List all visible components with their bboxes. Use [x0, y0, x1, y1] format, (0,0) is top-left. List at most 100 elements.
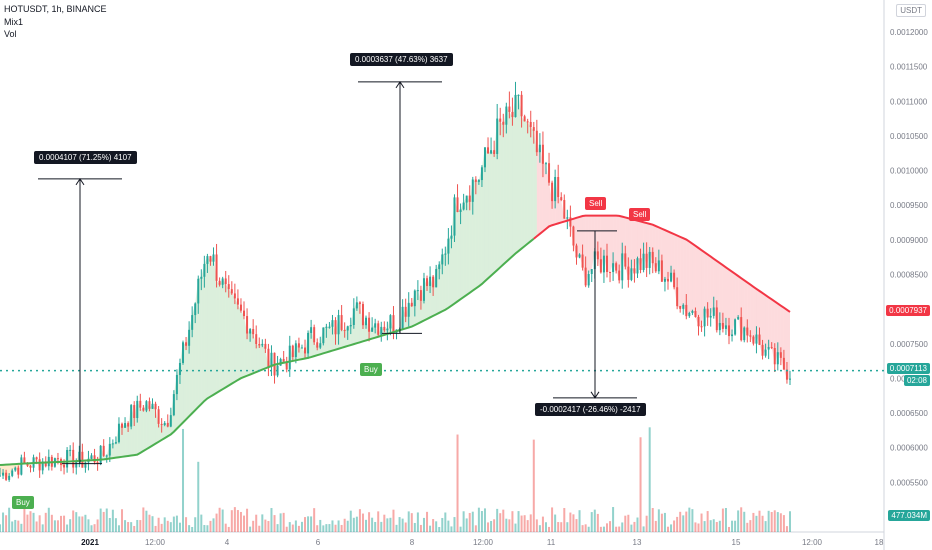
candle — [145, 400, 148, 413]
candle — [727, 317, 730, 345]
volume-bar — [23, 508, 26, 532]
volume-bar — [682, 515, 685, 532]
volume-bar — [721, 508, 724, 532]
candle — [371, 317, 374, 332]
volume-bar — [615, 526, 618, 532]
trend-fill — [329, 320, 333, 352]
volume-bar — [340, 524, 343, 532]
x-tick-label: 4 — [225, 538, 230, 547]
x-tick-label: 11 — [547, 538, 556, 547]
candle — [5, 469, 8, 482]
volume-bar — [249, 526, 252, 532]
candle — [724, 317, 727, 335]
volume-bar — [276, 524, 279, 532]
volume-bar — [599, 526, 602, 532]
volume-bar — [480, 511, 483, 532]
candle — [200, 269, 203, 291]
candle — [581, 244, 584, 271]
candle — [557, 164, 560, 204]
volume-bar — [557, 522, 560, 532]
candle — [459, 203, 462, 225]
volume-bar — [285, 526, 288, 532]
candle — [8, 473, 11, 482]
candle — [657, 249, 660, 275]
volume-bar — [679, 511, 682, 532]
trend-fill — [768, 297, 772, 349]
trend-fill — [140, 407, 144, 453]
trend-fill — [256, 343, 260, 373]
volume-bar — [395, 524, 398, 532]
candle — [410, 298, 413, 307]
candle — [178, 358, 181, 384]
candle — [60, 457, 63, 472]
candle — [496, 103, 499, 160]
volume-bar — [426, 511, 429, 532]
volume-bar — [145, 510, 148, 532]
indicator-mix1-label[interactable]: Mix1 — [4, 17, 24, 27]
trend-fill — [344, 326, 348, 347]
trend-fill — [155, 409, 159, 444]
x-tick-label: 12:00 — [473, 538, 494, 547]
y-tick-label: 0.0005500 — [890, 478, 928, 487]
candle — [383, 321, 386, 333]
candle — [773, 343, 776, 373]
candle — [300, 344, 303, 349]
volume-bar — [657, 509, 660, 532]
indicator-vol-label[interactable]: Vol — [4, 29, 17, 39]
currency-label[interactable]: USDT — [896, 4, 926, 17]
trend-fill — [469, 179, 473, 293]
trend-fill — [686, 239, 690, 317]
candle — [307, 330, 310, 359]
candle — [401, 299, 404, 331]
candle — [151, 398, 154, 409]
candle — [624, 245, 627, 270]
volume-bar — [764, 521, 767, 532]
trend-fill — [521, 116, 525, 249]
candle — [258, 337, 261, 348]
candle — [660, 254, 663, 282]
candle — [651, 247, 654, 274]
volume-bar — [548, 526, 551, 532]
trend-fill — [640, 221, 644, 270]
candle — [270, 345, 273, 376]
trend-fill — [326, 326, 330, 353]
volume-bar — [639, 437, 642, 532]
candle — [368, 312, 371, 342]
candle — [731, 329, 734, 342]
volume-bar — [666, 526, 669, 532]
candle — [133, 401, 136, 427]
volume-bar — [609, 521, 612, 532]
candle — [413, 289, 416, 317]
candle — [544, 161, 547, 175]
candle — [20, 454, 23, 476]
candle — [718, 312, 721, 336]
candle — [14, 466, 17, 472]
candle — [520, 91, 523, 128]
trend-fill — [247, 329, 251, 376]
trend-fill — [628, 218, 632, 280]
volume-bar — [630, 524, 633, 532]
volume-bar — [230, 510, 233, 532]
volume-bar — [712, 519, 715, 532]
volume-bar — [529, 514, 532, 532]
volume-bar — [715, 522, 718, 532]
candle — [66, 447, 69, 473]
candle — [355, 296, 358, 311]
candle — [38, 452, 41, 478]
candle — [782, 349, 785, 370]
volume-bar — [648, 427, 651, 532]
volume-bar — [136, 519, 139, 532]
y-tick-label: 0.0008500 — [890, 271, 928, 280]
candle — [648, 246, 651, 275]
volume-bar — [41, 524, 44, 532]
volume-bar — [538, 525, 541, 532]
trend-fill — [530, 127, 534, 242]
candle — [422, 272, 425, 304]
volume-bar — [560, 522, 563, 532]
volume-bar — [29, 511, 32, 532]
candle — [230, 281, 233, 295]
candle — [139, 393, 142, 411]
volume-bar — [319, 519, 322, 532]
volume-bar — [337, 520, 340, 532]
